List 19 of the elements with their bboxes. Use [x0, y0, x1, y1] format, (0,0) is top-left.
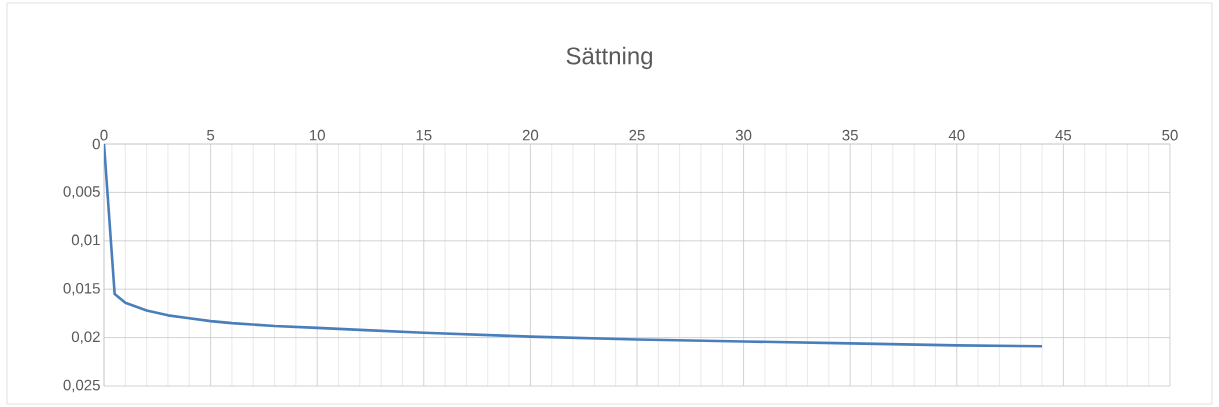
y-tick-label: 0,025 [63, 379, 100, 393]
x-tick-label: 50 [1162, 129, 1178, 141]
y-tick-label: 0,02 [71, 331, 100, 344]
y-tick-label: 0 [92, 138, 100, 150]
x-tick-label: 0 [100, 129, 108, 141]
x-tick-label: 5 [207, 130, 215, 141]
x-tick-label: 45 [1055, 130, 1072, 141]
x-tick-label: 15 [416, 130, 432, 141]
y-tick-label: 0,005 [63, 186, 100, 199]
x-tick-label: 20 [522, 129, 539, 141]
x-tick-label: 25 [629, 129, 645, 141]
y-tick-label: 0,01 [71, 234, 100, 247]
x-tick-label: 30 [735, 129, 752, 141]
y-tick-label: 0,015 [63, 283, 100, 296]
x-tick-label: 10 [309, 129, 325, 141]
x-tick-label: 35 [842, 129, 858, 141]
line-series [104, 144, 1044, 348]
chart-title: Sättning [566, 46, 652, 70]
x-tick-label: 40 [948, 129, 965, 141]
